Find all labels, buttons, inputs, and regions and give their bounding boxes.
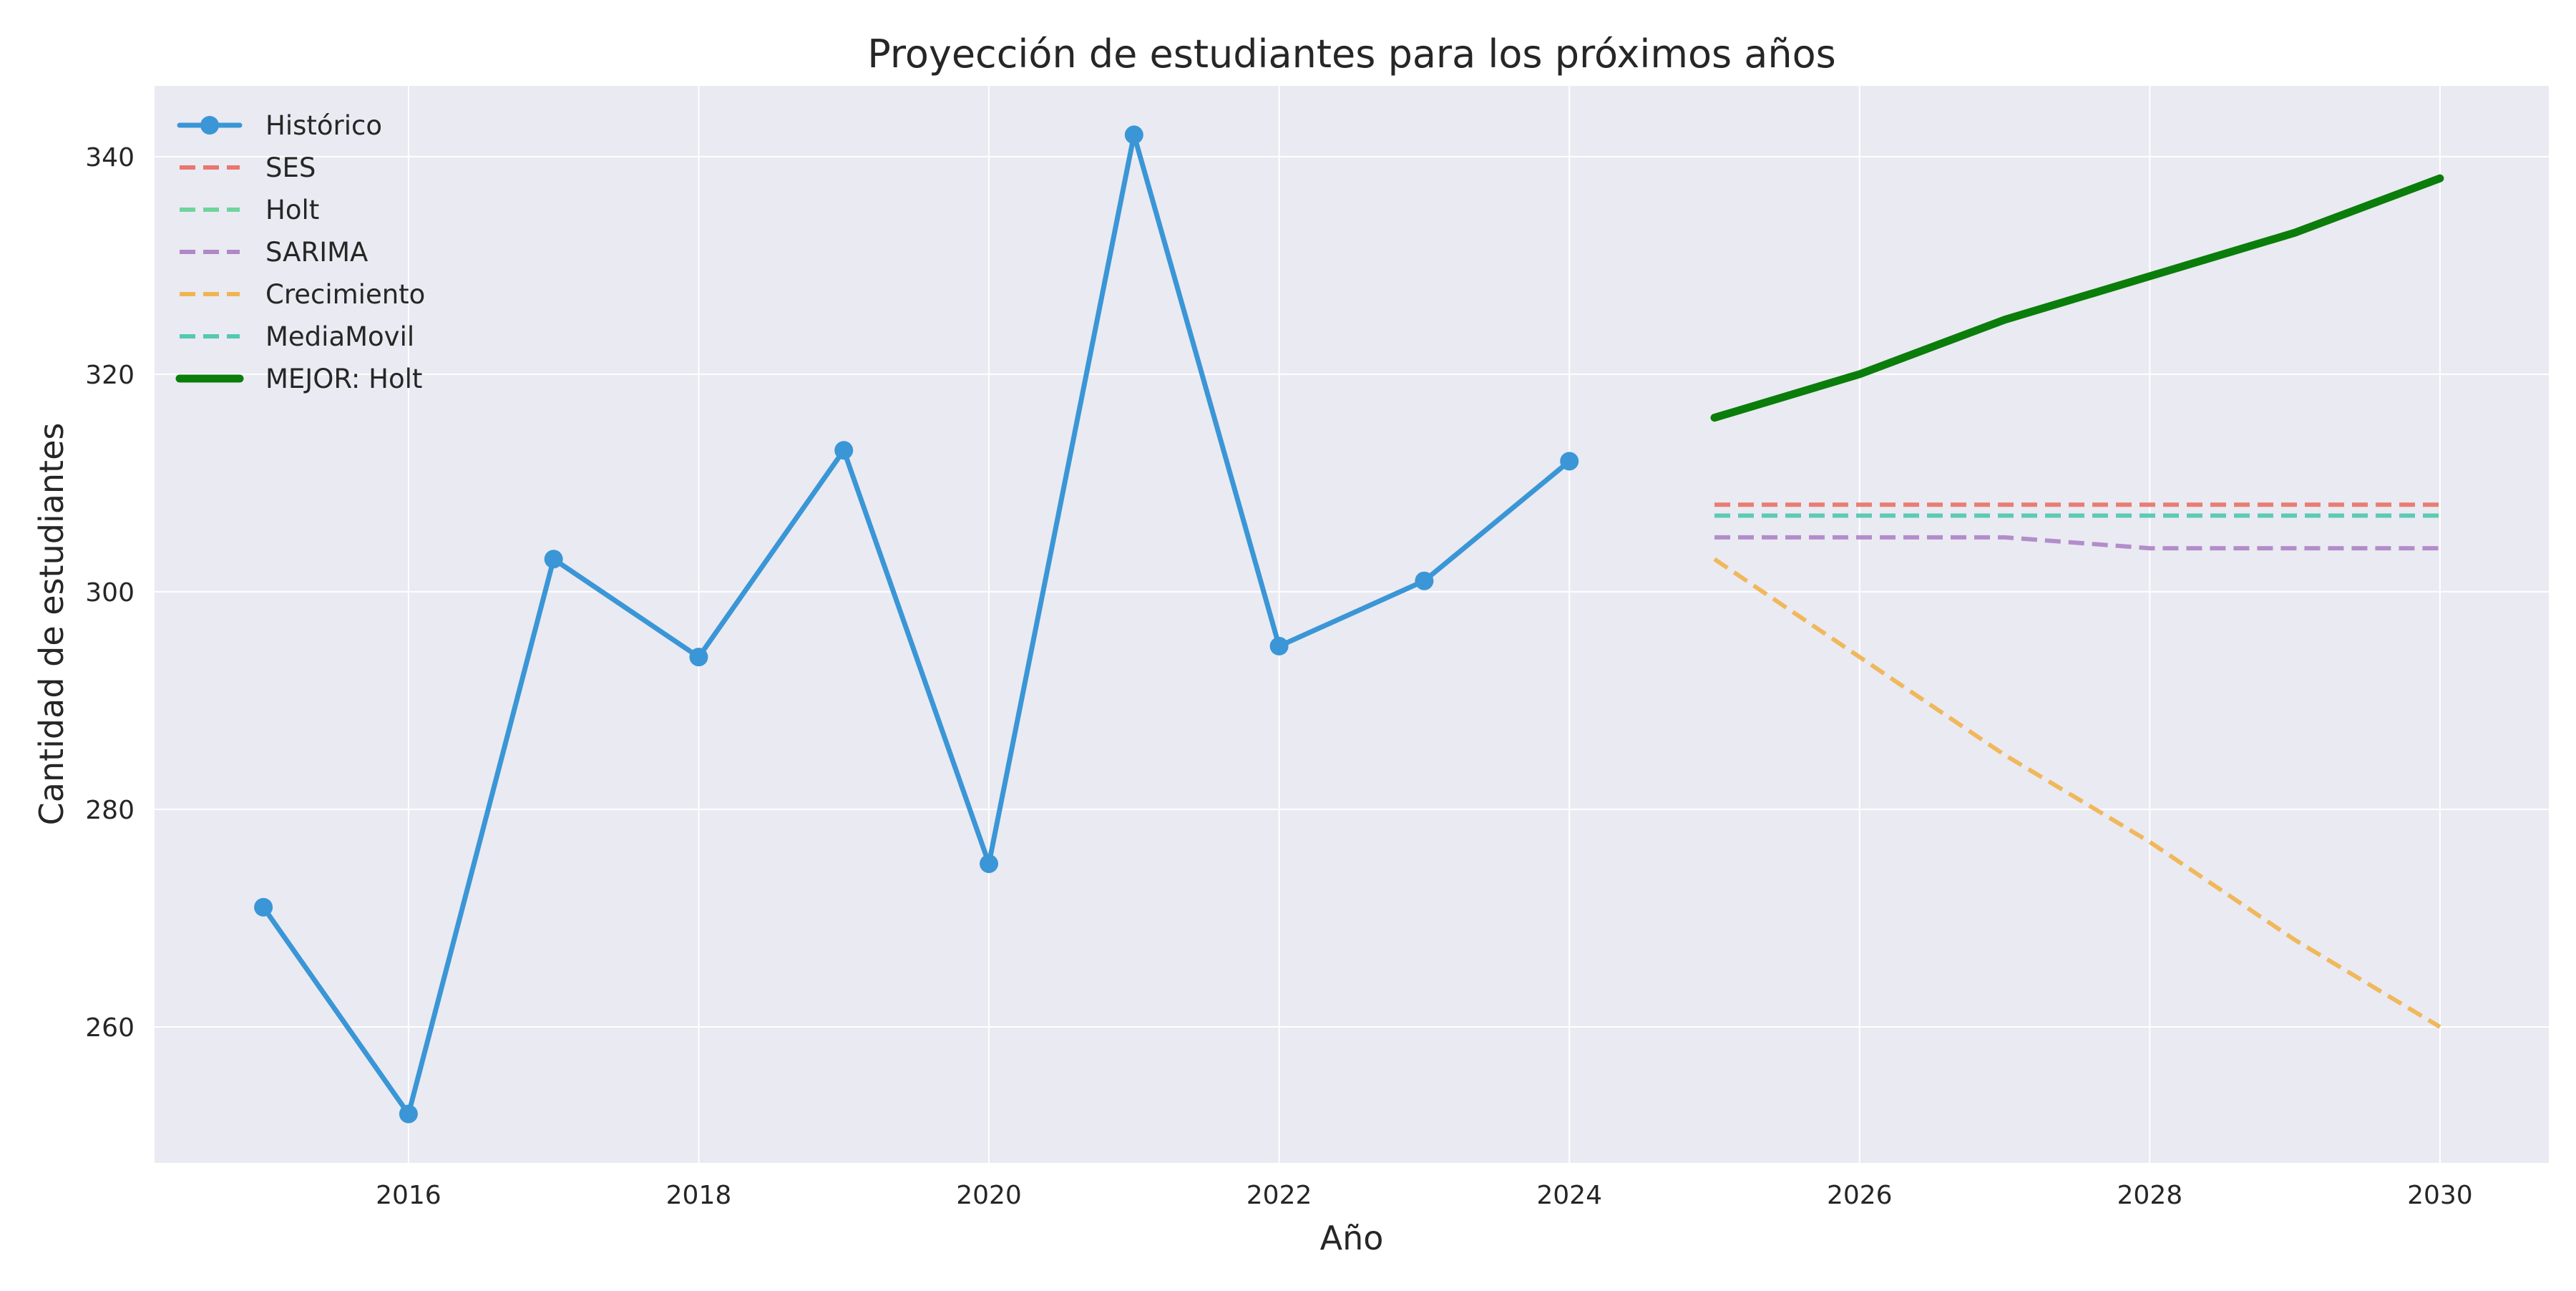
data-point	[689, 648, 708, 667]
x-axis-label: Año	[1320, 1219, 1384, 1257]
x-tick-label: 2020	[956, 1181, 1022, 1210]
legend-label: SARIMA	[265, 237, 368, 268]
legend-label: MEJOR: Holt	[265, 364, 422, 394]
x-tick-label: 2030	[2407, 1181, 2473, 1210]
data-point	[1124, 125, 1143, 145]
data-point	[399, 1104, 418, 1124]
series-line-mejor-holt	[1710, 174, 2444, 422]
data-point	[254, 897, 273, 917]
y-tick-label: 320	[85, 361, 135, 390]
data-point	[980, 854, 999, 873]
data-point	[544, 550, 563, 569]
y-axis-label: Cantidad de estudiantes	[32, 423, 71, 826]
y-tick-label: 280	[85, 796, 135, 825]
legend-label: Crecimiento	[265, 279, 425, 310]
grid	[155, 86, 2549, 1163]
x-tick-label: 2028	[2117, 1181, 2183, 1210]
x-tick-label: 2024	[1536, 1181, 1602, 1210]
y-axis: 260 280 300 320 340	[85, 143, 135, 1043]
y-tick-label: 300	[85, 578, 135, 608]
x-tick-label: 2026	[1827, 1181, 1893, 1210]
legend-label: SES	[265, 152, 316, 183]
x-tick-label: 2022	[1246, 1181, 1312, 1210]
legend-label: Histórico	[265, 110, 382, 141]
chart-title: Proyección de estudiantes para los próxi…	[867, 31, 1836, 77]
series-line-hist-rico	[260, 132, 1572, 1117]
legend: Histórico SES Holt SARIMA Crecimiento MediaMo…	[175, 110, 425, 394]
data-point	[834, 441, 854, 460]
legend-marker	[200, 116, 219, 135]
y-tick-label: 260	[85, 1013, 135, 1043]
series-line-sarima	[1714, 535, 2440, 551]
y-tick-label: 340	[85, 143, 135, 172]
legend-label: MediaMovil	[265, 321, 414, 352]
x-tick-label: 2018	[666, 1181, 732, 1210]
x-axis: 2016 2018 2020 2022 2024 2026 2028 2030	[376, 1181, 2473, 1210]
data-point	[1269, 636, 1289, 656]
x-tick-label: 2016	[376, 1181, 441, 1210]
legend-label: Holt	[265, 195, 319, 225]
data-point	[1415, 571, 1434, 590]
plot-area	[155, 86, 2549, 1163]
series-line-crecimiento	[1713, 557, 2441, 1029]
series-layer	[254, 125, 2444, 1124]
data-point	[1560, 452, 1579, 471]
